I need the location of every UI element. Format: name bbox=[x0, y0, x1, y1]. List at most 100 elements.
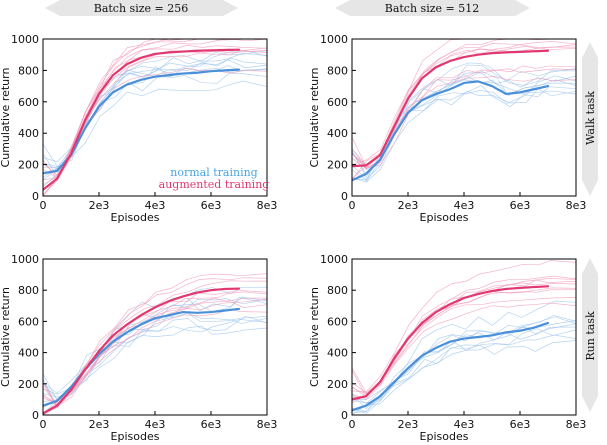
x-tick-label: 2e3 bbox=[398, 199, 419, 212]
y-tick-label: 1000 bbox=[11, 33, 39, 46]
augmented-training-line bbox=[352, 49, 550, 168]
legend-normal: normal training bbox=[170, 166, 257, 179]
row-title-walk: Walk task bbox=[584, 91, 597, 145]
y-axis-label: Cumulative return bbox=[0, 287, 12, 387]
x-tick-label: 2e3 bbox=[89, 199, 110, 212]
x-tick-label: 6e3 bbox=[510, 199, 531, 212]
banner-shape bbox=[45, 0, 238, 16]
seed-trace bbox=[43, 39, 267, 181]
y-tick-label: 1000 bbox=[320, 33, 348, 46]
seed-trace bbox=[352, 64, 576, 178]
seed-trace bbox=[43, 308, 267, 407]
seed-trace bbox=[352, 74, 576, 181]
plot-area bbox=[43, 273, 267, 415]
row-banner-walk: Walk task bbox=[582, 42, 598, 196]
axes-frame bbox=[351, 38, 577, 197]
col-title-256: Batch size = 256 bbox=[94, 2, 188, 15]
x-tick-label: 8e3 bbox=[566, 199, 587, 212]
y-tick-label: 800 bbox=[327, 64, 348, 77]
axes-frame bbox=[42, 258, 268, 416]
seed-trace bbox=[43, 319, 267, 409]
plot-area bbox=[352, 260, 576, 415]
seed-trace bbox=[352, 300, 576, 410]
y-tick-label: 600 bbox=[18, 96, 39, 109]
x-axis-label: Episodes bbox=[420, 430, 469, 443]
col-banner-256: Batch size = 256 bbox=[45, 0, 238, 16]
y-tick-label: 400 bbox=[18, 127, 39, 140]
seed-trace bbox=[352, 315, 576, 404]
y-tick-label: 600 bbox=[18, 315, 39, 328]
normal-training-line bbox=[43, 307, 241, 407]
y-tick-label: 0 bbox=[32, 190, 39, 203]
seed-trace bbox=[43, 286, 267, 395]
seed-trace bbox=[43, 297, 267, 415]
x-tick-label: 4e3 bbox=[454, 418, 475, 431]
y-tick-label: 600 bbox=[327, 315, 348, 328]
y-tick-label: 400 bbox=[327, 127, 348, 140]
x-axis-label: Episodes bbox=[111, 211, 160, 224]
x-tick-label: 6e3 bbox=[510, 418, 531, 431]
augmented-training-line bbox=[43, 48, 241, 191]
x-axis-label: Episodes bbox=[111, 430, 160, 443]
x-tick-label: 8e3 bbox=[257, 199, 278, 212]
seed-trace bbox=[43, 72, 267, 170]
seed-trace bbox=[352, 297, 576, 398]
seed-trace bbox=[352, 39, 576, 179]
x-tick-label: 8e3 bbox=[257, 418, 278, 431]
x-tick-label: 4e3 bbox=[145, 418, 166, 431]
panel-run-512: 0 200 400 600 800 1000 0 2e3 4e3 6e3 8e3 Episodes Cu… bbox=[308, 253, 586, 443]
seed-trace bbox=[352, 86, 576, 181]
seed-trace bbox=[352, 302, 576, 400]
seed-trace bbox=[43, 291, 267, 407]
banner-shape bbox=[335, 0, 530, 16]
x-tick-label: 6e3 bbox=[201, 199, 222, 212]
seed-trace bbox=[352, 76, 576, 169]
y-axis-label: Cumulative return bbox=[308, 68, 321, 168]
seed-trace bbox=[43, 80, 267, 168]
y-tick-label: 400 bbox=[327, 347, 348, 360]
seed-trace bbox=[43, 325, 267, 402]
panel-walk-512: 0 200 400 600 800 1000 0 2e3 4e3 6e3 8e3 Episodes Cu… bbox=[308, 33, 586, 224]
x-tick-label: 0 bbox=[40, 418, 47, 431]
y-tick-label: 200 bbox=[18, 378, 39, 391]
col-banner-512: Batch size = 512 bbox=[335, 0, 530, 16]
seed-trace bbox=[43, 311, 267, 409]
seed-trace bbox=[352, 260, 576, 393]
augmented-training-line bbox=[43, 287, 241, 415]
row-banner-run: Run task bbox=[582, 258, 598, 412]
seed-trace bbox=[352, 326, 576, 414]
y-tick-label: 200 bbox=[327, 159, 348, 172]
y-tick-label: 1000 bbox=[11, 253, 39, 266]
y-tick-label: 200 bbox=[18, 159, 39, 172]
x-tick-label: 0 bbox=[349, 199, 356, 212]
seed-trace bbox=[352, 289, 576, 395]
seed-trace bbox=[43, 301, 267, 408]
banner-shape bbox=[582, 258, 598, 412]
panels: 0 200 400 600 800 1000 0 2e3 4e3 6e3 8e3 Episodes Cu… bbox=[0, 33, 586, 443]
x-tick-label: 4e3 bbox=[454, 199, 475, 212]
y-tick-label: 0 bbox=[32, 409, 39, 422]
seed-trace bbox=[43, 273, 267, 415]
panel-run-256: 0 200 400 600 800 1000 0 2e3 4e3 6e3 8e3 Episodes Cu… bbox=[0, 253, 277, 443]
seed-trace bbox=[43, 39, 267, 177]
x-tick-label: 6e3 bbox=[201, 418, 222, 431]
plot-area bbox=[43, 39, 267, 196]
x-tick-label: 2e3 bbox=[89, 418, 110, 431]
seed-trace bbox=[43, 44, 267, 186]
seed-trace bbox=[43, 315, 267, 402]
seed-trace bbox=[43, 297, 267, 405]
normal-training-line bbox=[352, 80, 550, 182]
x-axis-label: Episodes bbox=[420, 211, 469, 224]
y-tick-label: 800 bbox=[18, 64, 39, 77]
seed-trace bbox=[352, 88, 576, 183]
augmented-training-line bbox=[352, 285, 550, 401]
x-tick-label: 2e3 bbox=[398, 418, 419, 431]
seed-trace bbox=[352, 328, 576, 412]
row-title-run: Run task bbox=[584, 311, 597, 361]
seed-trace bbox=[43, 280, 267, 405]
seed-trace bbox=[43, 277, 267, 415]
y-tick-label: 0 bbox=[341, 409, 348, 422]
col-title-512: Batch size = 512 bbox=[385, 2, 479, 15]
seed-trace bbox=[352, 85, 576, 182]
